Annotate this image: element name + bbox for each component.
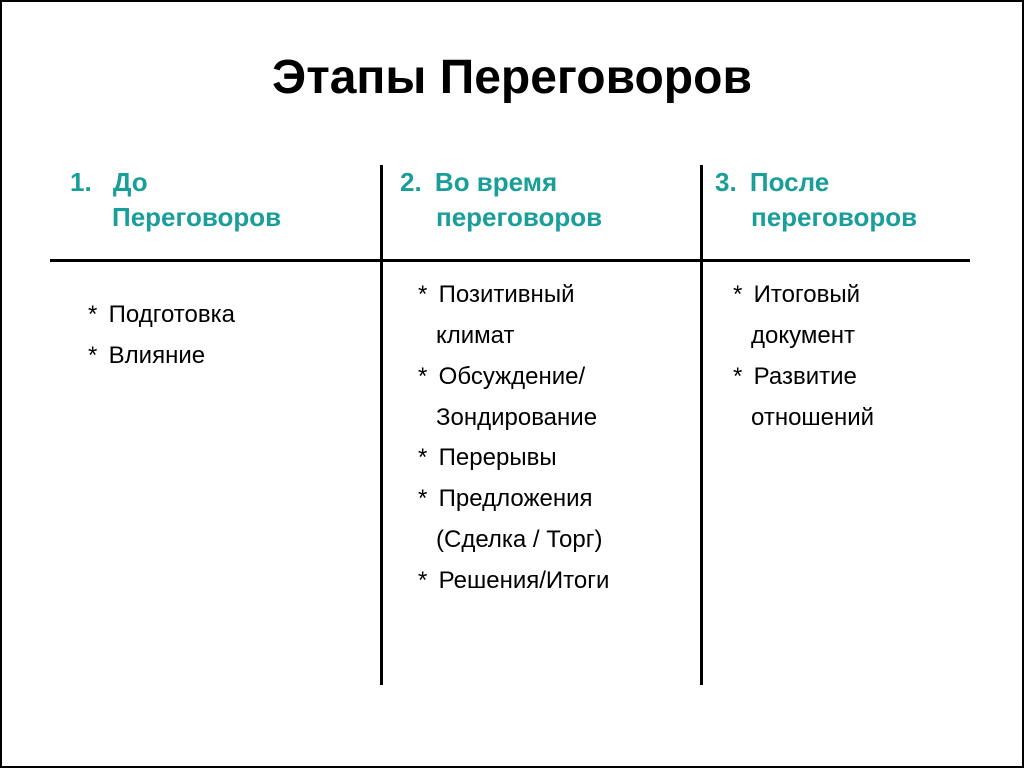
column-1-number: 1. bbox=[70, 165, 92, 200]
column-3-items: * Итоговыйдокумент * Развитиеотношений bbox=[715, 275, 1005, 438]
column-2-items: * Позитивныйклимат * Обсуждение/Зондиров… bbox=[400, 275, 690, 601]
list-item: * Обсуждение/Зондирование bbox=[400, 357, 690, 439]
column-1-title-bottom: Переговоров bbox=[70, 200, 370, 235]
column-3-number: 3. bbox=[715, 165, 737, 200]
slide: Этапы Переговоров 1. До Переговоров * По… bbox=[0, 0, 1024, 768]
vertical-divider-2 bbox=[700, 165, 703, 685]
column-1-header: 1. До Переговоров bbox=[70, 165, 370, 235]
list-item: * Влияние bbox=[70, 336, 370, 377]
list-item: * Итоговыйдокумент bbox=[715, 275, 1005, 357]
column-2-title-top: Во время bbox=[429, 167, 557, 197]
columns-area: 1. До Переговоров * Подготовка * Влияние… bbox=[50, 165, 974, 705]
column-3-header: 3. После переговоров bbox=[715, 165, 1005, 235]
horizontal-divider bbox=[50, 259, 970, 262]
list-item: * Развитиеотношений bbox=[715, 357, 1005, 439]
list-item: * Подготовка bbox=[70, 295, 370, 336]
list-item: * Решения/Итоги bbox=[400, 561, 690, 602]
list-item: * Позитивныйклимат bbox=[400, 275, 690, 357]
column-1-title-top: До bbox=[99, 167, 148, 197]
list-item: * Предложения(Сделка / Торг) bbox=[400, 479, 690, 561]
column-1-items: * Подготовка * Влияние bbox=[70, 295, 370, 377]
list-item: * Перерывы bbox=[400, 438, 690, 479]
column-2-number: 2. bbox=[400, 165, 422, 200]
vertical-divider-1 bbox=[380, 165, 383, 685]
column-1: 1. До Переговоров * Подготовка * Влияние bbox=[70, 165, 370, 377]
page-title: Этапы Переговоров bbox=[50, 50, 974, 105]
column-3-title-top: После bbox=[744, 167, 829, 197]
column-2-title-bottom: переговоров bbox=[400, 200, 690, 235]
column-3: 3. После переговоров * Итоговыйдокумент … bbox=[715, 165, 1005, 438]
column-3-title-bottom: переговоров bbox=[715, 200, 1005, 235]
column-2: 2. Во время переговоров * Позитивныйклим… bbox=[400, 165, 690, 602]
column-2-header: 2. Во время переговоров bbox=[400, 165, 690, 235]
